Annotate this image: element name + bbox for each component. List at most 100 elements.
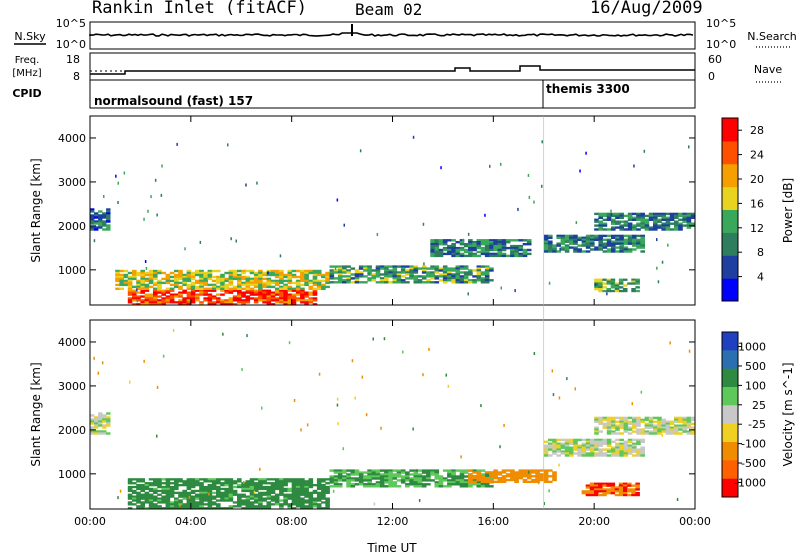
data-cell — [669, 430, 675, 433]
data-cell — [287, 281, 293, 285]
data-cell — [308, 299, 314, 302]
data-cell — [430, 271, 435, 274]
data-cell — [543, 448, 549, 451]
data-cell — [102, 214, 107, 217]
data-cell — [400, 471, 406, 474]
data-cell — [329, 479, 335, 482]
data-cell — [493, 254, 498, 258]
data-cell — [270, 293, 276, 296]
data-cell — [312, 283, 318, 287]
data-cell — [132, 271, 137, 275]
scatter-point — [548, 281, 551, 285]
colorbar-swatch — [722, 232, 738, 256]
data-cell — [665, 220, 671, 223]
data-cell — [665, 216, 671, 219]
data-cell — [270, 487, 276, 491]
data-cell — [144, 507, 150, 510]
data-cell — [199, 293, 204, 296]
data-cell — [207, 293, 213, 296]
data-cell — [165, 497, 171, 500]
data-cell — [669, 218, 675, 221]
data-cell — [262, 283, 267, 287]
data-cell — [451, 273, 456, 276]
data-cell — [442, 267, 448, 270]
data-cell — [258, 491, 263, 494]
data-cell — [682, 426, 687, 429]
data-cell — [405, 483, 410, 486]
scatter-point — [208, 492, 210, 496]
data-cell — [211, 285, 217, 289]
data-cell — [522, 480, 528, 483]
data-cell — [354, 269, 360, 272]
data-cell — [447, 250, 452, 254]
data-cell — [627, 448, 633, 451]
data-cell — [228, 495, 234, 498]
data-cell — [682, 422, 687, 425]
data-cell — [648, 422, 654, 425]
data-cell — [421, 485, 427, 488]
data-cell — [316, 495, 322, 498]
data-cell — [392, 267, 398, 270]
data-cell — [127, 281, 133, 285]
data-cell — [636, 420, 641, 423]
data-cell — [316, 493, 322, 496]
data-cell — [594, 448, 599, 451]
data-cell — [556, 438, 561, 442]
data-cell — [560, 234, 566, 238]
data-cell — [295, 485, 301, 489]
data-cell — [304, 281, 309, 285]
data-cell — [447, 485, 452, 488]
data-cell — [564, 244, 570, 247]
data-cell — [468, 480, 473, 483]
data-cell — [211, 480, 217, 483]
data-cell — [195, 497, 200, 500]
data-cell — [207, 289, 213, 292]
data-cell — [585, 486, 591, 489]
data-cell — [195, 505, 200, 508]
data-cell — [224, 495, 229, 498]
colorbar-swatch — [722, 350, 738, 370]
data-cell — [451, 481, 456, 484]
data-cell — [619, 422, 624, 425]
data-cell — [132, 293, 137, 296]
data-cell — [140, 487, 145, 491]
data-cell — [253, 301, 259, 304]
data-cell — [678, 212, 683, 216]
data-cell — [203, 493, 208, 496]
data-cell — [644, 220, 650, 223]
data-cell — [312, 299, 318, 302]
data-cell — [623, 486, 628, 489]
data-cell — [190, 505, 196, 508]
data-cell — [216, 487, 221, 491]
data-cell — [602, 454, 608, 457]
data-cell — [417, 267, 423, 270]
data-cell — [153, 287, 158, 290]
data-cell — [531, 478, 536, 482]
data-cell — [615, 240, 620, 243]
data-cell — [274, 493, 280, 496]
scatter-point — [256, 181, 258, 185]
data-cell — [291, 275, 297, 279]
data-cell — [396, 275, 402, 278]
data-cell — [279, 493, 284, 496]
data-cell — [548, 480, 553, 483]
data-cell — [308, 501, 314, 504]
data-cell — [598, 486, 603, 489]
data-cell — [400, 481, 406, 484]
data-cell — [119, 281, 124, 285]
data-cell — [304, 275, 309, 279]
data-cell — [245, 297, 251, 300]
data-cell — [451, 477, 456, 480]
data-cell — [316, 499, 322, 502]
data-cell — [169, 295, 175, 298]
data-cell — [253, 482, 259, 485]
data-cell — [153, 489, 158, 493]
data-cell — [148, 495, 154, 498]
data-cell — [182, 503, 187, 506]
data-cell — [682, 212, 687, 216]
data-cell — [102, 228, 107, 231]
data-cell — [598, 418, 603, 422]
data-cell — [262, 291, 267, 294]
data-cell — [501, 243, 507, 246]
data-cell — [346, 479, 351, 482]
